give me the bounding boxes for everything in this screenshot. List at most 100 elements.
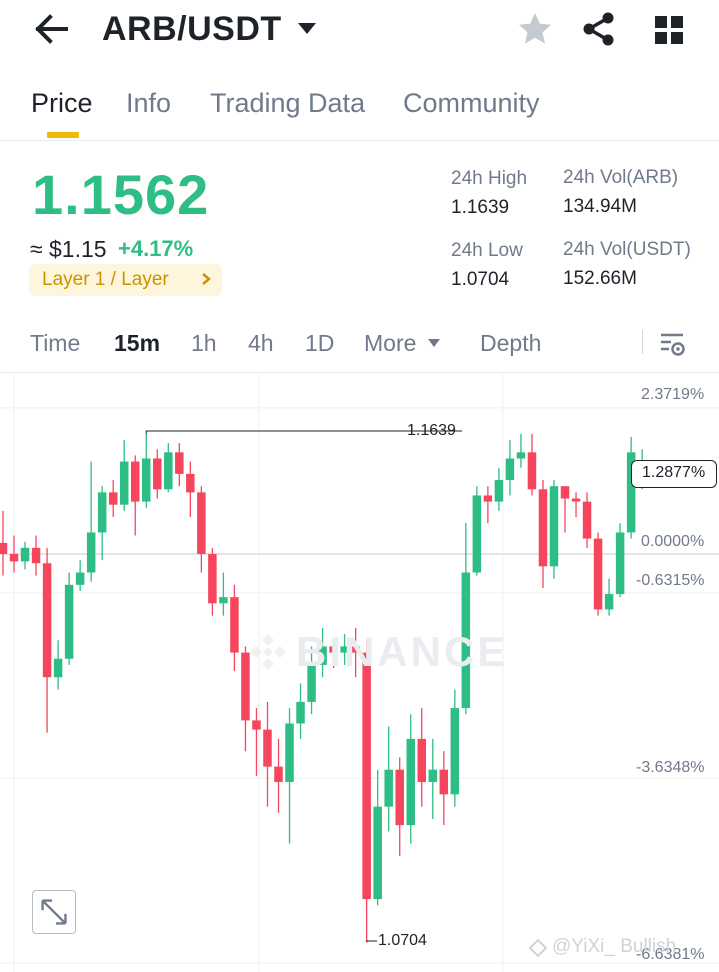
candle-body: [186, 473, 195, 493]
axis-label-bottom: -6.6381%: [636, 946, 705, 963]
candle-body: [53, 658, 63, 678]
candle-body: [75, 572, 85, 585]
candle-body: [164, 452, 173, 490]
candle-body: [560, 486, 570, 499]
active-tab-indicator: [47, 132, 79, 138]
caret-down-icon[interactable]: [427, 338, 441, 348]
last-price: 1.1562: [32, 163, 210, 226]
candle-body: [549, 486, 559, 567]
candle-body: [329, 646, 338, 653]
interval-1d[interactable]: 1D: [305, 330, 335, 356]
candle-body: [483, 495, 493, 502]
share-credit-icon: [528, 938, 548, 958]
pair-title[interactable]: ARB/USDT: [102, 10, 282, 48]
candle-body: [373, 806, 382, 900]
candle-body: [626, 452, 636, 533]
category-tag-label: Layer 1 / Layer: [42, 269, 169, 290]
candle-body: [119, 461, 129, 505]
current-change-label: 1.2877%: [642, 464, 706, 481]
low-value: 1.0704: [451, 269, 510, 290]
divider: [0, 140, 719, 141]
candle-body: [461, 572, 471, 709]
axis-label-top: 2.3719%: [641, 386, 705, 403]
candle-body: [142, 458, 151, 502]
divider: [0, 372, 719, 373]
category-tag[interactable]: [29, 264, 222, 296]
candle-body: [9, 554, 19, 562]
candle-body: [130, 461, 140, 502]
candle-body: [97, 492, 107, 533]
candle-body: [208, 554, 217, 604]
candle-body: [64, 584, 74, 659]
candle-body: [108, 492, 118, 505]
interval-depth[interactable]: Depth: [480, 330, 542, 356]
candle-body: [219, 597, 228, 604]
vol-quote-value: 152.66M: [563, 268, 637, 289]
interval-15m[interactable]: 15m: [114, 330, 161, 356]
tab-community[interactable]: Community: [403, 88, 540, 118]
candle-body: [505, 458, 515, 481]
interval-4h[interactable]: 4h: [248, 330, 274, 356]
expand-icon[interactable]: [32, 890, 76, 934]
candle-body: [395, 769, 404, 826]
candle-body: [296, 701, 305, 724]
candles: [0, 430, 649, 943]
candle-body: [472, 495, 482, 573]
vol-quote-label: 24h Vol(USDT): [563, 239, 691, 260]
axis-label-zero: 0.0000%: [641, 533, 705, 550]
binance-logo-watermark: [250, 634, 286, 670]
candlestick-chart[interactable]: [0, 374, 719, 972]
candle-body: [494, 480, 504, 502]
candle-body: [604, 594, 614, 610]
axis-label-open: -0.6315%: [636, 572, 705, 589]
candle-body: [42, 563, 52, 678]
credit-text: @YiXi_ Bullish: [552, 936, 677, 957]
candle-body: [274, 766, 283, 783]
candle-body: [252, 720, 261, 730]
candle-body: [615, 532, 625, 595]
candle-body: [439, 769, 449, 795]
candle-body: [450, 708, 460, 795]
candle-body: [31, 547, 41, 564]
candle-body: [516, 452, 526, 459]
chart-settings-icon[interactable]: [658, 330, 686, 358]
caret-down-icon[interactable]: [296, 20, 318, 36]
candle-body: [86, 532, 96, 573]
vol-base-label: 24h Vol(ARB): [563, 167, 679, 188]
interval-more[interactable]: More: [364, 330, 417, 356]
high-value: 1.1639: [451, 197, 510, 218]
axis-label-mid: -3.6348%: [636, 759, 705, 776]
candle-body: [527, 452, 537, 490]
back-arrow-icon[interactable]: [30, 12, 70, 46]
chevron-right-icon: [202, 273, 211, 285]
candle-body: [340, 646, 349, 653]
share-icon[interactable]: [580, 10, 618, 48]
tab-price[interactable]: Price: [31, 88, 93, 118]
vol-base-value: 134.94M: [563, 196, 637, 217]
current-change-badge: [631, 460, 717, 488]
candle-body: [263, 729, 272, 767]
candle-body: [175, 452, 184, 474]
candle-body: [582, 501, 592, 539]
star-icon[interactable]: [516, 10, 554, 48]
tab-info[interactable]: Info: [126, 88, 172, 118]
candle-body: [417, 738, 427, 783]
high-marker-label: 1.1639: [407, 422, 456, 439]
candle-body: [351, 646, 360, 653]
tab-trading-data[interactable]: Trading Data: [210, 88, 366, 118]
candle-body: [230, 597, 239, 653]
candle-body: [20, 547, 30, 562]
grid-icon[interactable]: [651, 12, 687, 48]
candle-body: [571, 498, 581, 502]
candle-body: [307, 664, 316, 702]
candle-body: [428, 769, 438, 783]
candle-body: [593, 538, 603, 610]
low-label: 24h Low: [451, 240, 523, 261]
candle-body: [406, 738, 415, 826]
candle-body: [197, 492, 206, 554]
separator: [642, 330, 643, 354]
interval-time[interactable]: Time: [30, 330, 81, 356]
interval-1h[interactable]: 1h: [191, 330, 217, 356]
high-marker-line: [145, 430, 462, 434]
candle-body: [241, 652, 250, 721]
